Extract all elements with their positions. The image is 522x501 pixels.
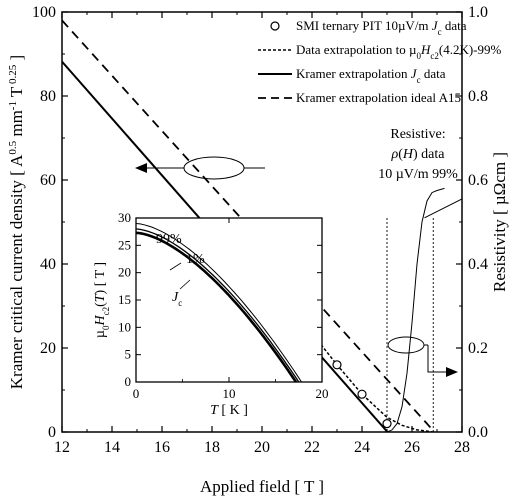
series-resistive-rho xyxy=(374,187,445,432)
legend-entry-kramer-ideal: Kramer extrapolation ideal A15 xyxy=(296,90,461,105)
legend-entry-extrapolation: Data extrapolation to µ0Hc2(4.2K)-99% xyxy=(296,42,502,61)
y-right-tick-label: 0.2 xyxy=(468,340,488,357)
inset-y-axis-title: µ0Hc2(T) [ T ] xyxy=(93,262,111,338)
data-point xyxy=(382,419,392,429)
x-tick-label: 18 xyxy=(204,439,220,456)
inset-y-tick-label: 5 xyxy=(125,347,132,362)
annotation-rho-data: ρ(H) data xyxy=(390,147,445,162)
x-tick-label: 16 xyxy=(154,439,170,456)
annotation-arrow-right-head xyxy=(446,367,458,377)
inset-chart: 0 10 20 0 5 10 15 20 25 30 T [ K ] µ0Hc2(T) [ T ] 99… xyxy=(93,210,329,418)
inset-label-jc: Jc xyxy=(172,290,182,308)
inset-y-tick-label: 25 xyxy=(118,237,131,252)
y-right-tick-label: 0.6 xyxy=(468,172,488,189)
legend: SMI ternary PIT 10µV/m Jc data Data extra… xyxy=(258,18,502,105)
annotation-resistive-levels: 10 µV/m 99% xyxy=(378,167,458,182)
x-axis-title: Applied field [ T ] xyxy=(200,477,324,496)
x-tick-label: 28 xyxy=(454,439,470,456)
inset-x-tick-label: 0 xyxy=(133,386,140,401)
x-tick-label: 14 xyxy=(104,439,120,456)
annotation-resistive-title: Resistive: xyxy=(390,127,445,142)
y-tick-label: 20 xyxy=(40,340,56,357)
inset-leader-jc xyxy=(179,279,191,290)
y-tick-label: 40 xyxy=(40,256,56,273)
inset-x-tick-label: 20 xyxy=(316,386,329,401)
y-tick-label: 0 xyxy=(48,424,56,441)
y-tick-label: 100 xyxy=(32,4,56,21)
inset-label-99pct: 99% xyxy=(156,232,182,247)
inset-series-jc xyxy=(135,231,298,383)
inset-y-tick-label: 0 xyxy=(125,374,132,389)
y-right-tick-label: 1.0 xyxy=(468,4,488,21)
x-tick-label: 26 xyxy=(404,439,420,456)
y-axis-title: Kramer critical current density [ A0.5 m… xyxy=(7,55,26,389)
inset-series-1pct xyxy=(135,228,300,383)
legend-entry-data: SMI ternary PIT 10µV/m Jc data xyxy=(296,18,467,37)
annotation-arrow-right-line xyxy=(427,345,448,373)
y-tick-label: 80 xyxy=(40,88,56,105)
legend-marker-circles xyxy=(270,21,280,31)
inset-y-tick-label: 10 xyxy=(118,319,131,334)
y-tick-label: 60 xyxy=(40,172,56,189)
x-tick-label: 12 xyxy=(54,439,70,456)
inset-series-99pct xyxy=(135,223,302,383)
data-point xyxy=(357,389,367,399)
y-right-tick-label: 0.8 xyxy=(468,88,488,105)
inset-leader-1pct xyxy=(169,262,182,271)
x-tick-label: 24 xyxy=(354,439,370,456)
annotation-ellipse-right xyxy=(387,336,425,354)
resistive-tangent-line xyxy=(424,198,462,219)
inset-x-axis-title: T [ K ] xyxy=(210,403,248,418)
annotation-ellipse-left xyxy=(183,156,245,180)
x-tick-label: 20 xyxy=(254,439,270,456)
y-right-axis-title: Resistivity [ µΩcm ] xyxy=(490,152,509,292)
data-point xyxy=(332,360,342,370)
y-right-tick-label: 0.0 xyxy=(468,424,488,441)
inset-y-tick-label: 30 xyxy=(118,210,131,225)
inset-y-tick-label: 15 xyxy=(118,292,131,307)
inset-y-tick-label: 20 xyxy=(118,265,131,280)
legend-entry-kramer-jc: Kramer extrapolation Jc data xyxy=(296,66,446,85)
x-tick-label: 22 xyxy=(304,439,320,456)
inset-label-1pct: 1% xyxy=(186,252,205,267)
inset-x-tick-label: 10 xyxy=(223,386,236,401)
annotation-arrow-left-head xyxy=(135,163,147,173)
y-right-tick-label: 0.4 xyxy=(468,256,488,273)
